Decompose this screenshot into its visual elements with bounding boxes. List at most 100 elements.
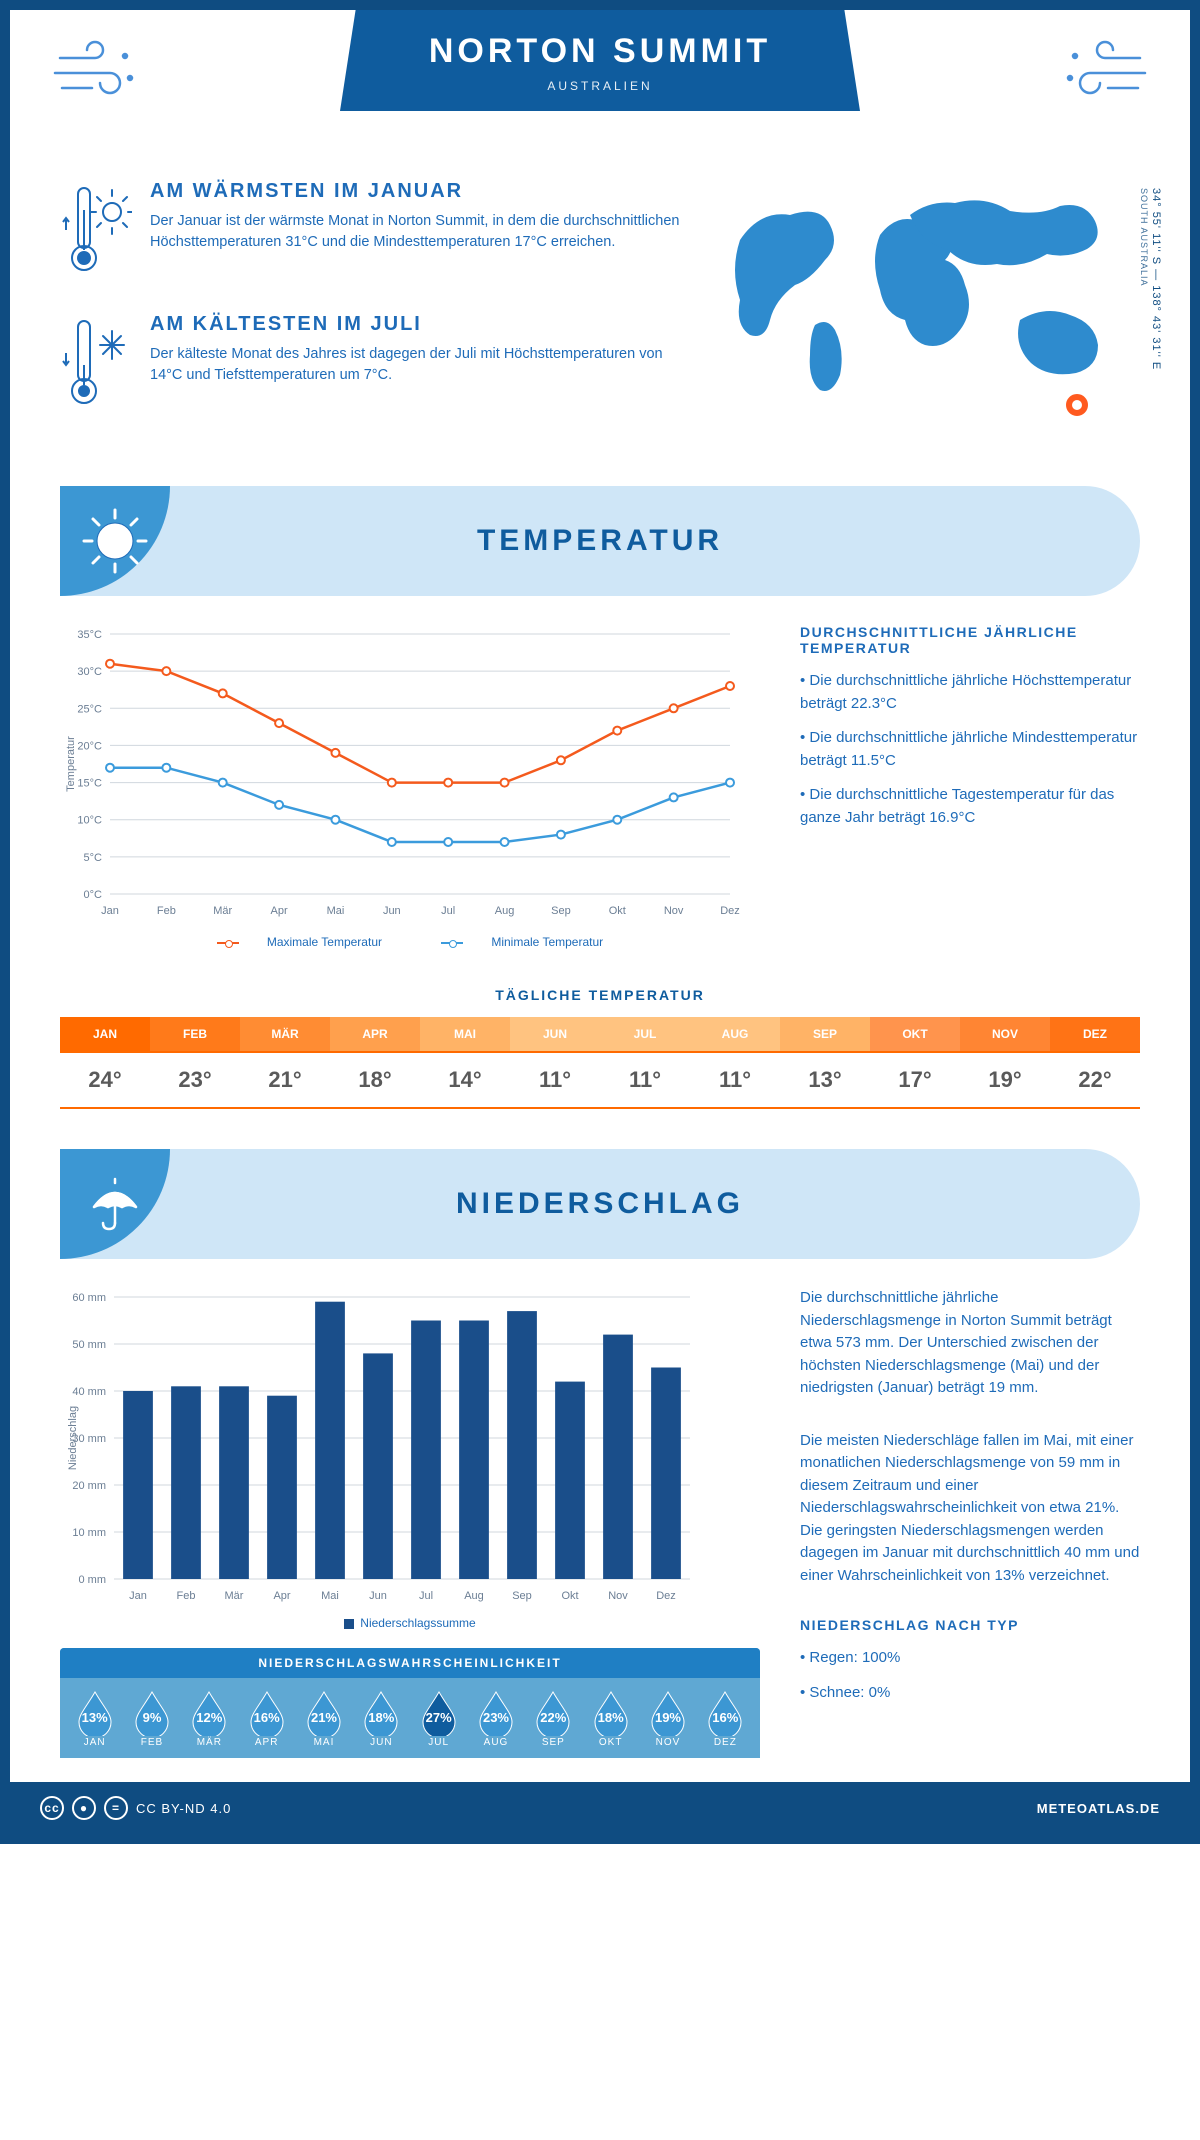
svg-text:15°C: 15°C [77,778,102,790]
site-label: METEOATLAS.DE [1037,1801,1160,1816]
svg-text:Okt: Okt [561,1590,578,1602]
warm-body: Der Januar ist der wärmste Monat in Nort… [150,211,690,253]
svg-text:Sep: Sep [512,1590,532,1602]
prob-drop: 18% OKT [582,1690,639,1748]
svg-text:Dez: Dez [720,905,740,917]
temp-side-heading: DURCHSCHNITTLICHE JÄHRLICHE TEMPERATUR [800,624,1140,656]
precip-text: Die meisten Niederschläge fallen im Mai,… [800,1430,1140,1588]
wind-icon [50,38,140,113]
prob-drop: 23% AUG [467,1690,524,1748]
svg-text:Apr: Apr [273,1590,290,1602]
daily-temp-table: JANFEBMÄRAPRMAIJUNJULAUGSEPOKTNOVDEZ24°2… [60,1017,1140,1109]
svg-text:Nov: Nov [608,1590,628,1602]
prob-drop: 16% APR [238,1690,295,1748]
precip-type: • Regen: 100% [800,1647,1140,1670]
warm-fact: AM WÄRMSTEN IM JANUAR Der Januar ist der… [60,180,690,285]
section-banner-precip: NIEDERSCHLAG [60,1149,1140,1259]
precipitation-bar-chart: 0 mm10 mm20 mm30 mm40 mm50 mm60 mmJanFeb… [60,1287,700,1607]
prob-heading: NIEDERSCHLAGSWAHRSCHEINLICHKEIT [60,1648,760,1678]
svg-text:Nov: Nov [664,905,684,917]
month-header: OKT [870,1017,960,1051]
prob-drop: 19% NOV [639,1690,696,1748]
month-header: SEP [780,1017,870,1051]
page-subtitle: AUSTRALIEN [340,79,860,93]
temperature-line-chart: 0°C5°C10°C15°C20°C25°C30°C35°CJanFebMärA… [60,624,760,949]
chart-legend: Maximale Temperatur Minimale Temperatur [60,935,760,949]
by-icon: ● [72,1796,96,1820]
nd-icon: = [104,1796,128,1820]
month-header: AUG [690,1017,780,1051]
svg-text:Aug: Aug [464,1590,484,1602]
page-title: NORTON SUMMIT [340,32,860,71]
section-title: NIEDERSCHLAG [456,1187,744,1221]
svg-text:0°C: 0°C [84,889,103,901]
daily-heading: TÄGLICHE TEMPERATUR [10,987,1190,1003]
svg-text:Jun: Jun [383,905,401,917]
month-header: JAN [60,1017,150,1051]
svg-text:Mai: Mai [321,1590,339,1602]
svg-text:10°C: 10°C [77,815,102,827]
cold-fact: AM KÄLTESTEN IM JULI Der kälteste Monat … [60,313,690,418]
prob-drop: 22% SEP [525,1690,582,1748]
svg-text:Mai: Mai [327,905,345,917]
section-title: TEMPERATUR [477,524,723,558]
month-value: 14° [420,1051,510,1109]
svg-text:Feb: Feb [157,905,176,917]
thermometer-snow-icon [60,313,132,418]
svg-text:Mär: Mär [225,1590,244,1602]
footer: cc ● = CC BY-ND 4.0 METEOATLAS.DE [10,1782,1190,1834]
svg-text:Jul: Jul [441,905,455,917]
svg-text:Jan: Jan [101,905,119,917]
month-header: JUN [510,1017,600,1051]
precip-probability-panel: NIEDERSCHLAGSWAHRSCHEINLICHKEIT 13% JAN … [60,1648,760,1758]
month-header: MAI [420,1017,510,1051]
coordinates: 34° 55' 11'' S — 138° 43' 31'' ESOUTH AU… [1138,188,1162,370]
svg-text:Sep: Sep [551,905,571,917]
temp-bullet: • Die durchschnittliche Tagestemperatur … [800,784,1140,829]
svg-text:Okt: Okt [609,905,626,917]
map-marker-icon [1066,394,1088,416]
month-header: APR [330,1017,420,1051]
prob-drop: 9% FEB [123,1690,180,1748]
svg-text:10 mm: 10 mm [72,1527,106,1539]
header: NORTON SUMMIT AUSTRALIEN [10,10,1190,170]
umbrella-icon [60,1149,170,1259]
temp-bullet: • Die durchschnittliche jährliche Höchst… [800,670,1140,715]
month-value: 22° [1050,1051,1140,1109]
svg-text:Jun: Jun [369,1590,387,1602]
sun-icon [60,486,170,596]
month-value: 11° [690,1051,780,1109]
svg-text:0 mm: 0 mm [79,1574,107,1586]
section-banner-temp: TEMPERATUR [60,486,1140,596]
svg-text:20 mm: 20 mm [72,1480,106,1492]
prob-drop: 18% JUN [353,1690,410,1748]
svg-text:Jul: Jul [419,1590,433,1602]
month-value: 11° [510,1051,600,1109]
prob-drop: 27% JUL [410,1690,467,1748]
title-ribbon: NORTON SUMMIT AUSTRALIEN [340,10,860,111]
month-header: FEB [150,1017,240,1051]
svg-text:30°C: 30°C [77,666,102,678]
precip-type-heading: NIEDERSCHLAG NACH TYP [800,1617,1140,1633]
month-value: 18° [330,1051,420,1109]
thermometer-sun-icon [60,180,132,285]
svg-text:25°C: 25°C [77,703,102,715]
precip-type: • Schnee: 0% [800,1682,1140,1705]
month-value: 24° [60,1051,150,1109]
month-header: JUL [600,1017,690,1051]
svg-text:20°C: 20°C [77,740,102,752]
month-value: 21° [240,1051,330,1109]
svg-text:Dez: Dez [656,1590,676,1602]
bar-legend: Niederschlagssumme [60,1616,760,1630]
svg-text:50 mm: 50 mm [72,1339,106,1351]
prob-drop: 16% DEZ [697,1690,754,1748]
prob-drop: 12% MÄR [181,1690,238,1748]
wind-icon [1060,38,1150,113]
license-label: CC BY-ND 4.0 [136,1801,231,1816]
svg-text:60 mm: 60 mm [72,1292,106,1304]
month-value: 13° [780,1051,870,1109]
month-header: NOV [960,1017,1050,1051]
svg-text:Temperatur: Temperatur [65,736,77,792]
month-value: 17° [870,1051,960,1109]
svg-text:Apr: Apr [271,905,288,917]
